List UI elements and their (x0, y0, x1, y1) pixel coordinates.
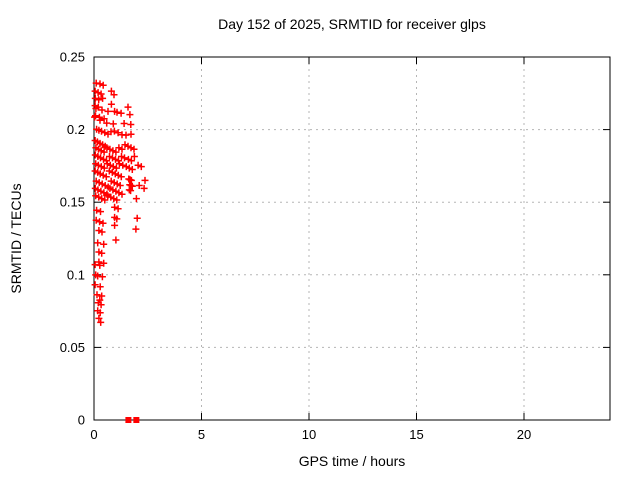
scatter-point-square (133, 417, 140, 423)
y-tick-label: 0.2 (67, 122, 85, 137)
y-tick-label: 0.15 (60, 195, 85, 210)
y-tick-label: 0 (78, 413, 85, 428)
x-tick-label: 0 (90, 427, 97, 442)
plot-border (93, 56, 611, 421)
x-tick-label: 15 (409, 427, 423, 442)
scatter-point-square (125, 417, 132, 423)
x-tick-label: 10 (302, 427, 316, 442)
y-tick-label: 0.05 (60, 340, 85, 355)
x-axis-label: GPS time / hours (298, 453, 406, 469)
scatter-points-plus (91, 79, 149, 326)
chart-title: Day 152 of 2025, SRMTID for receiver glp… (218, 16, 486, 32)
y-tick-label: 0.1 (67, 267, 85, 282)
y-tick-label: 0.25 (60, 50, 85, 65)
x-tick-label: 20 (517, 427, 531, 442)
x-tick-label: 5 (198, 427, 205, 442)
